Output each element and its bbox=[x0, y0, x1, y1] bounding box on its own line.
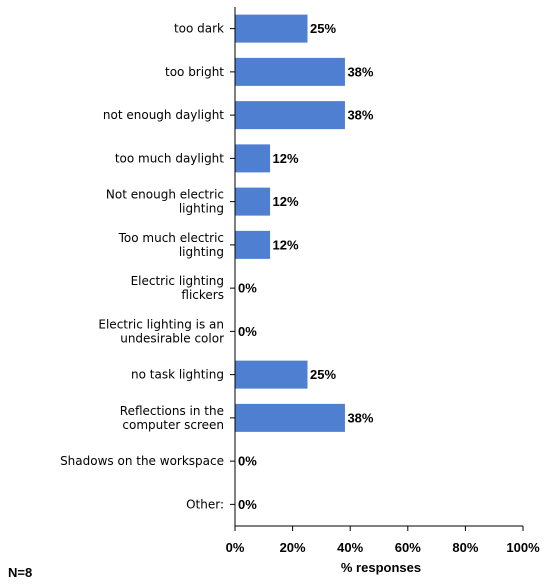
bar-value-label: 12% bbox=[273, 237, 299, 252]
bar-value-label: 12% bbox=[273, 151, 299, 166]
category-label: Reflections in the computer screen bbox=[120, 404, 224, 432]
bar bbox=[235, 101, 345, 130]
category-label: Too much electric lighting bbox=[118, 231, 224, 259]
bar-value-label: 38% bbox=[347, 108, 373, 123]
bars-group bbox=[235, 14, 345, 432]
category-label: no task lighting bbox=[131, 368, 224, 382]
category-label: Electric lighting flickers bbox=[131, 274, 224, 302]
bar-value-label: 0% bbox=[238, 281, 257, 296]
category-label: Not enough electric lighting bbox=[106, 188, 224, 216]
category-label: Other: bbox=[186, 497, 224, 511]
bar-value-label: 38% bbox=[347, 410, 373, 425]
bar bbox=[235, 14, 308, 43]
bar-value-label: 25% bbox=[310, 367, 336, 382]
category-label: Shadows on the workspace bbox=[60, 454, 224, 468]
x-tick-label: 60% bbox=[395, 540, 421, 555]
bar bbox=[235, 187, 271, 216]
x-tick-label: 40% bbox=[337, 540, 363, 555]
bar bbox=[235, 360, 308, 389]
x-tick-label: 20% bbox=[280, 540, 306, 555]
bar-value-label: 38% bbox=[347, 64, 373, 79]
bar-value-label: 12% bbox=[273, 194, 299, 209]
x-tick-label: 100% bbox=[506, 540, 540, 555]
bar bbox=[235, 403, 345, 432]
bar-value-label: 0% bbox=[238, 324, 257, 339]
x-tick-label: 80% bbox=[452, 540, 478, 555]
sample-size-label: N=8 bbox=[8, 565, 33, 580]
bar bbox=[235, 230, 271, 259]
x-ticks-group: 0% 20% 40% 60% 80% 100% bbox=[226, 526, 540, 555]
bar-value-label: 25% bbox=[310, 21, 336, 36]
category-label: Electric lighting is an undesirable color bbox=[98, 317, 224, 345]
labels-group: 25% too dark 38% too bright 38% not enough da… bbox=[60, 21, 374, 512]
bar-value-label: 0% bbox=[238, 454, 257, 469]
bar-value-label: 0% bbox=[238, 497, 257, 512]
category-label: too bright bbox=[165, 65, 224, 79]
x-axis-title: % responses bbox=[341, 560, 421, 575]
category-label: too dark bbox=[174, 22, 224, 36]
category-label: too much daylight bbox=[115, 151, 224, 165]
category-label: not enough daylight bbox=[103, 108, 224, 122]
x-tick-label: 0% bbox=[226, 540, 245, 555]
bar bbox=[235, 144, 271, 173]
bar bbox=[235, 57, 345, 86]
